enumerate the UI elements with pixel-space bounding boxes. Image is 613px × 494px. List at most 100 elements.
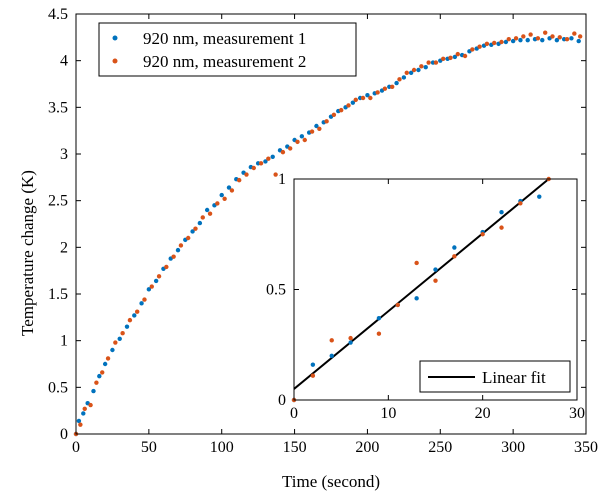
main-series-1-point [270, 154, 275, 159]
main-y-tick-label: 3 [60, 146, 68, 163]
inset-series-1-point [376, 316, 382, 321]
main-series-2-point [266, 156, 271, 161]
main-series-2-point [419, 64, 424, 69]
main-series-2-point [178, 243, 184, 248]
main-series-1-point [401, 75, 407, 80]
main-series-2-point [215, 201, 220, 206]
main-series-2-point [448, 55, 453, 61]
main-series-2-point [120, 331, 125, 336]
main-series-2-point [237, 177, 242, 183]
main-legend-marker-1 [112, 35, 118, 41]
inset-series-2-point [414, 260, 419, 266]
main-legend-label-1: 920 nm, measurement 1 [143, 29, 306, 48]
main-series-2-point [492, 40, 497, 46]
main-series-2-point [82, 406, 87, 411]
main-series-2-point [557, 35, 562, 40]
main-y-tick-label: 4.5 [48, 6, 68, 23]
main-series-2-point [251, 165, 256, 171]
main-series-1-point [416, 67, 421, 73]
inset-series-2-point [329, 338, 334, 343]
main-x-tick-label: 350 [574, 439, 598, 456]
main-series-2-point [535, 36, 541, 41]
main-x-tick-label: 300 [501, 439, 525, 456]
main-series-2-point [390, 84, 395, 90]
inset-series-2-point [480, 232, 485, 237]
main-legend-marker-2 [112, 58, 118, 64]
inset-series-2-point [518, 201, 523, 206]
main-series-2-point [411, 67, 417, 73]
main-series-1-point [518, 37, 523, 43]
main-series-2-point [499, 39, 504, 45]
main-y-tick-label: 0 [60, 426, 68, 443]
inset-series-1-point [310, 362, 316, 367]
main-series-2-point [477, 44, 482, 49]
main-series-2-point [572, 31, 577, 36]
inset-series-2-point [376, 331, 382, 336]
main-series-2-point [200, 215, 205, 220]
main-series-2-point [171, 254, 176, 259]
main-series-1-point [146, 287, 152, 292]
main-series-1-point [197, 220, 203, 226]
inset-series-1-point [329, 353, 334, 358]
inset-series-2-point [310, 373, 316, 378]
main-series-2-point [88, 402, 93, 408]
main-series-2-point [156, 274, 162, 279]
main-series-1-point [423, 65, 428, 70]
main-series-2-point [273, 172, 278, 177]
main-series-2-point [441, 56, 446, 61]
main-series-1-point [226, 185, 232, 190]
main-series-2-point [142, 297, 147, 302]
main-y-tick-label: 0.5 [48, 379, 68, 396]
inset-series-2-point [348, 335, 353, 341]
main-series-2-point [100, 370, 105, 375]
main-series-1-point [569, 36, 574, 41]
main-series-2-point [353, 97, 358, 103]
main-series-1-point [350, 100, 356, 105]
inset-series-1-point [414, 296, 419, 301]
main-series-2-point [317, 126, 322, 131]
main-series-2-point [564, 37, 570, 42]
main-series-1-point [117, 336, 122, 341]
main-series-1-point [81, 411, 86, 416]
main-series-2-point [339, 107, 344, 113]
main-series-2-point [484, 41, 490, 47]
main-series-2-point [258, 161, 264, 166]
main-series-1-point [153, 278, 159, 284]
main-series-2-point [397, 77, 402, 82]
main-y-tick-label: 1.5 [48, 286, 68, 303]
main-series-2-point [229, 188, 235, 193]
main-series-1-point [394, 80, 399, 86]
inset-y-tick-label: 0 [278, 392, 286, 409]
main-series-1-point [525, 37, 530, 43]
main-y-tick-label: 2.5 [48, 193, 68, 210]
main-series-2-point [462, 53, 468, 59]
main-series-2-point [324, 119, 329, 124]
main-y-tick-label: 4 [60, 53, 68, 70]
main-series-2-point [577, 34, 583, 39]
main-series-1-point [263, 159, 268, 164]
main-series-2-point [302, 137, 307, 143]
main-x-tick-label: 150 [283, 439, 307, 456]
main-series-1-point [175, 247, 181, 253]
inset-y-tick-label: 1 [278, 171, 286, 188]
main-series-2-point [404, 70, 409, 76]
inset-series-1-point [348, 340, 353, 345]
main-series-1-point [408, 70, 414, 76]
main-x-tick-label: 250 [428, 439, 452, 456]
main-series-2-point [521, 34, 526, 39]
main-series-2-point [135, 309, 140, 314]
inset-series-2-point [452, 254, 457, 259]
main-series-2-point [164, 264, 169, 270]
main-series-2-point [309, 129, 315, 134]
main-series-2-point [280, 149, 286, 155]
inset-series-1-point [452, 245, 457, 250]
main-series-2-point [470, 47, 475, 52]
main-series-2-point [295, 139, 300, 145]
main-series-2-point [543, 30, 548, 35]
main-series-2-point [528, 32, 533, 37]
main-y-tick-label: 2 [60, 239, 68, 256]
main-frame [75, 13, 587, 435]
main-legend-box [98, 22, 357, 77]
main-series-2-point [193, 226, 198, 231]
